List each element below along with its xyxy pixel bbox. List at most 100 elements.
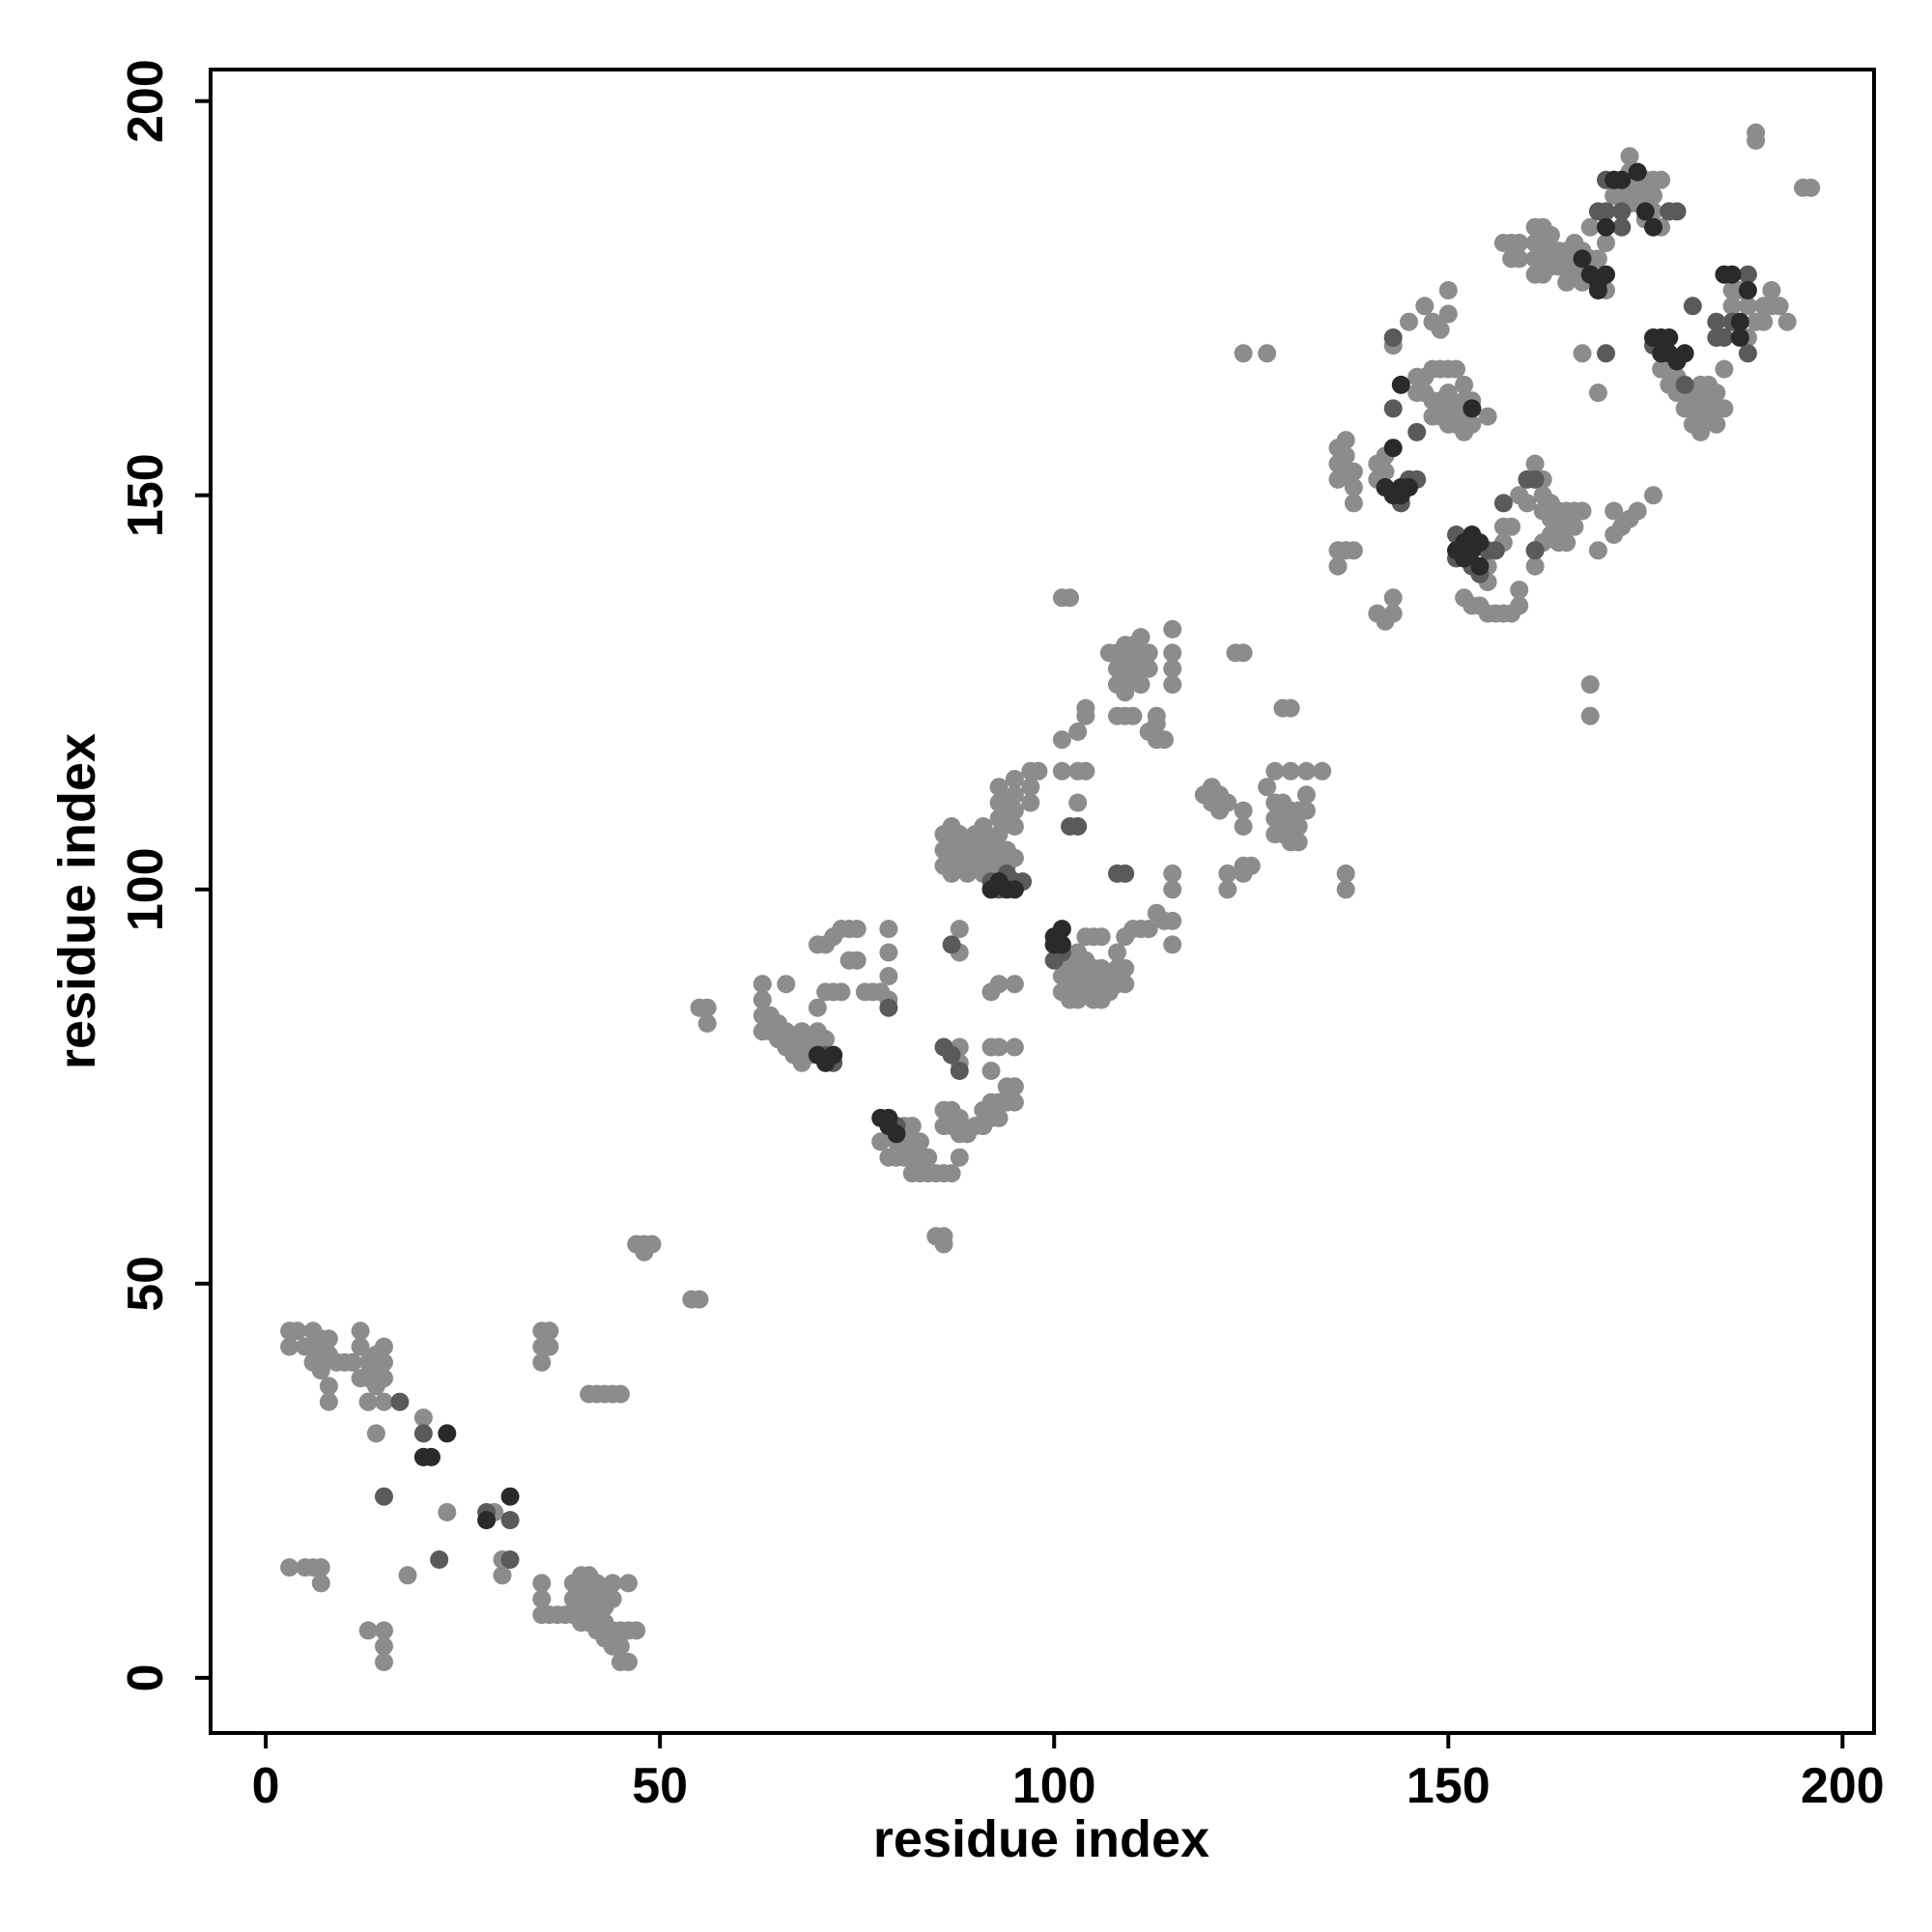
- data-point-light: [1802, 178, 1821, 197]
- data-point-light: [1163, 619, 1182, 639]
- data-point-dark: [1588, 281, 1607, 299]
- data-point-light: [375, 1352, 393, 1372]
- data-point-light: [1218, 864, 1237, 883]
- data-point-light: [1455, 375, 1474, 394]
- data-point-light: [1588, 384, 1607, 403]
- data-point-dark: [1730, 328, 1749, 347]
- x-tick-label: 0: [252, 1758, 280, 1814]
- data-point-light: [1715, 359, 1734, 379]
- data-point-dark: [422, 1447, 440, 1466]
- data-points: [280, 123, 1821, 1671]
- data-point-medium: [1612, 217, 1632, 237]
- data-point-light: [1652, 170, 1671, 189]
- data-point-light: [808, 998, 827, 1017]
- data-point-light: [375, 1653, 393, 1671]
- data-point-light: [974, 817, 993, 836]
- data-point-light: [1336, 864, 1355, 883]
- data-point-light: [847, 920, 867, 939]
- data-point-light: [375, 1636, 393, 1656]
- data-point-light: [981, 1062, 1001, 1080]
- data-point-dark: [500, 1487, 520, 1506]
- data-point-dark: [1675, 344, 1694, 363]
- data-point-medium: [1493, 494, 1513, 513]
- data-point-light: [1234, 817, 1253, 836]
- data-point-light: [753, 990, 772, 1009]
- data-point-light: [1092, 927, 1111, 947]
- data-point-light: [1005, 817, 1024, 836]
- data-point-light: [1525, 454, 1545, 473]
- x-axis-label: residue index: [873, 1810, 1209, 1868]
- data-point-light: [1344, 541, 1363, 560]
- data-point-light: [902, 1117, 922, 1136]
- data-point-light: [532, 1574, 552, 1593]
- data-point-light: [1777, 312, 1797, 331]
- data-point-medium: [375, 1487, 393, 1506]
- data-point-medium: [879, 998, 898, 1017]
- y-tick-label: 0: [118, 1663, 174, 1691]
- data-point-light: [1754, 312, 1774, 331]
- data-point-light: [1155, 730, 1174, 750]
- data-point-light: [1163, 935, 1182, 954]
- data-point-light: [288, 1321, 307, 1341]
- data-point-light: [311, 1361, 330, 1380]
- data-point-light: [1762, 281, 1781, 299]
- data-point-dark: [1730, 312, 1749, 331]
- data-point-light: [832, 982, 851, 1002]
- data-point-light: [1510, 249, 1529, 269]
- data-point-light: [1021, 793, 1040, 812]
- data-point-dark: [1383, 439, 1403, 458]
- data-point-medium: [1525, 541, 1545, 560]
- data-point-light: [1005, 1077, 1024, 1096]
- data-point-light: [311, 1574, 330, 1593]
- data-point-light: [1707, 414, 1726, 434]
- data-point-light: [1344, 478, 1363, 497]
- data-point-light: [1415, 297, 1435, 316]
- data-point-light: [343, 1352, 362, 1372]
- data-point-light: [989, 1037, 1009, 1057]
- y-tick-label: 50: [118, 1256, 174, 1312]
- data-point-medium: [942, 935, 961, 954]
- data-point-medium: [430, 1550, 449, 1569]
- x-tick-label: 100: [1012, 1758, 1096, 1814]
- data-point-light: [1296, 801, 1316, 820]
- data-point-medium: [950, 1062, 969, 1080]
- y-tick-label: 150: [118, 453, 174, 537]
- data-point-light: [619, 1574, 638, 1593]
- data-point-medium: [1683, 297, 1702, 316]
- data-point-light: [1218, 793, 1237, 812]
- y-axis: 0 50 100 150 200: [118, 59, 211, 1691]
- x-tick-label: 50: [632, 1758, 688, 1814]
- data-point-light: [816, 1030, 836, 1049]
- data-point-light: [1052, 761, 1071, 781]
- data-point-medium: [1612, 202, 1632, 221]
- data-point-medium: [390, 1392, 410, 1411]
- y-tick-label: 100: [118, 847, 174, 931]
- data-point-light: [635, 1242, 654, 1262]
- data-point-light: [375, 1392, 393, 1411]
- data-point-light: [611, 1384, 630, 1404]
- data-point-light: [1510, 234, 1529, 252]
- data-point-light: [950, 920, 969, 939]
- data-point-light: [1005, 975, 1024, 994]
- data-point-light: [1510, 581, 1529, 600]
- data-point-light: [1738, 297, 1757, 316]
- data-point-light: [1005, 1037, 1024, 1057]
- data-point-light: [1005, 801, 1024, 820]
- data-point-medium: [1738, 344, 1757, 363]
- data-point-light: [1478, 407, 1497, 426]
- data-point-light: [1068, 793, 1088, 812]
- data-point-light: [1116, 683, 1135, 702]
- data-point-light: [311, 1558, 330, 1577]
- data-point-light: [1525, 556, 1545, 576]
- data-point-light: [358, 1621, 378, 1640]
- data-point-light: [375, 1369, 393, 1388]
- data-point-light: [1518, 494, 1537, 513]
- data-point-light: [1116, 975, 1135, 994]
- data-point-light: [934, 1235, 953, 1254]
- data-point-light: [1029, 761, 1048, 781]
- data-point-light: [1438, 304, 1458, 324]
- data-point-light: [619, 1653, 638, 1671]
- data-point-dark: [824, 1045, 843, 1065]
